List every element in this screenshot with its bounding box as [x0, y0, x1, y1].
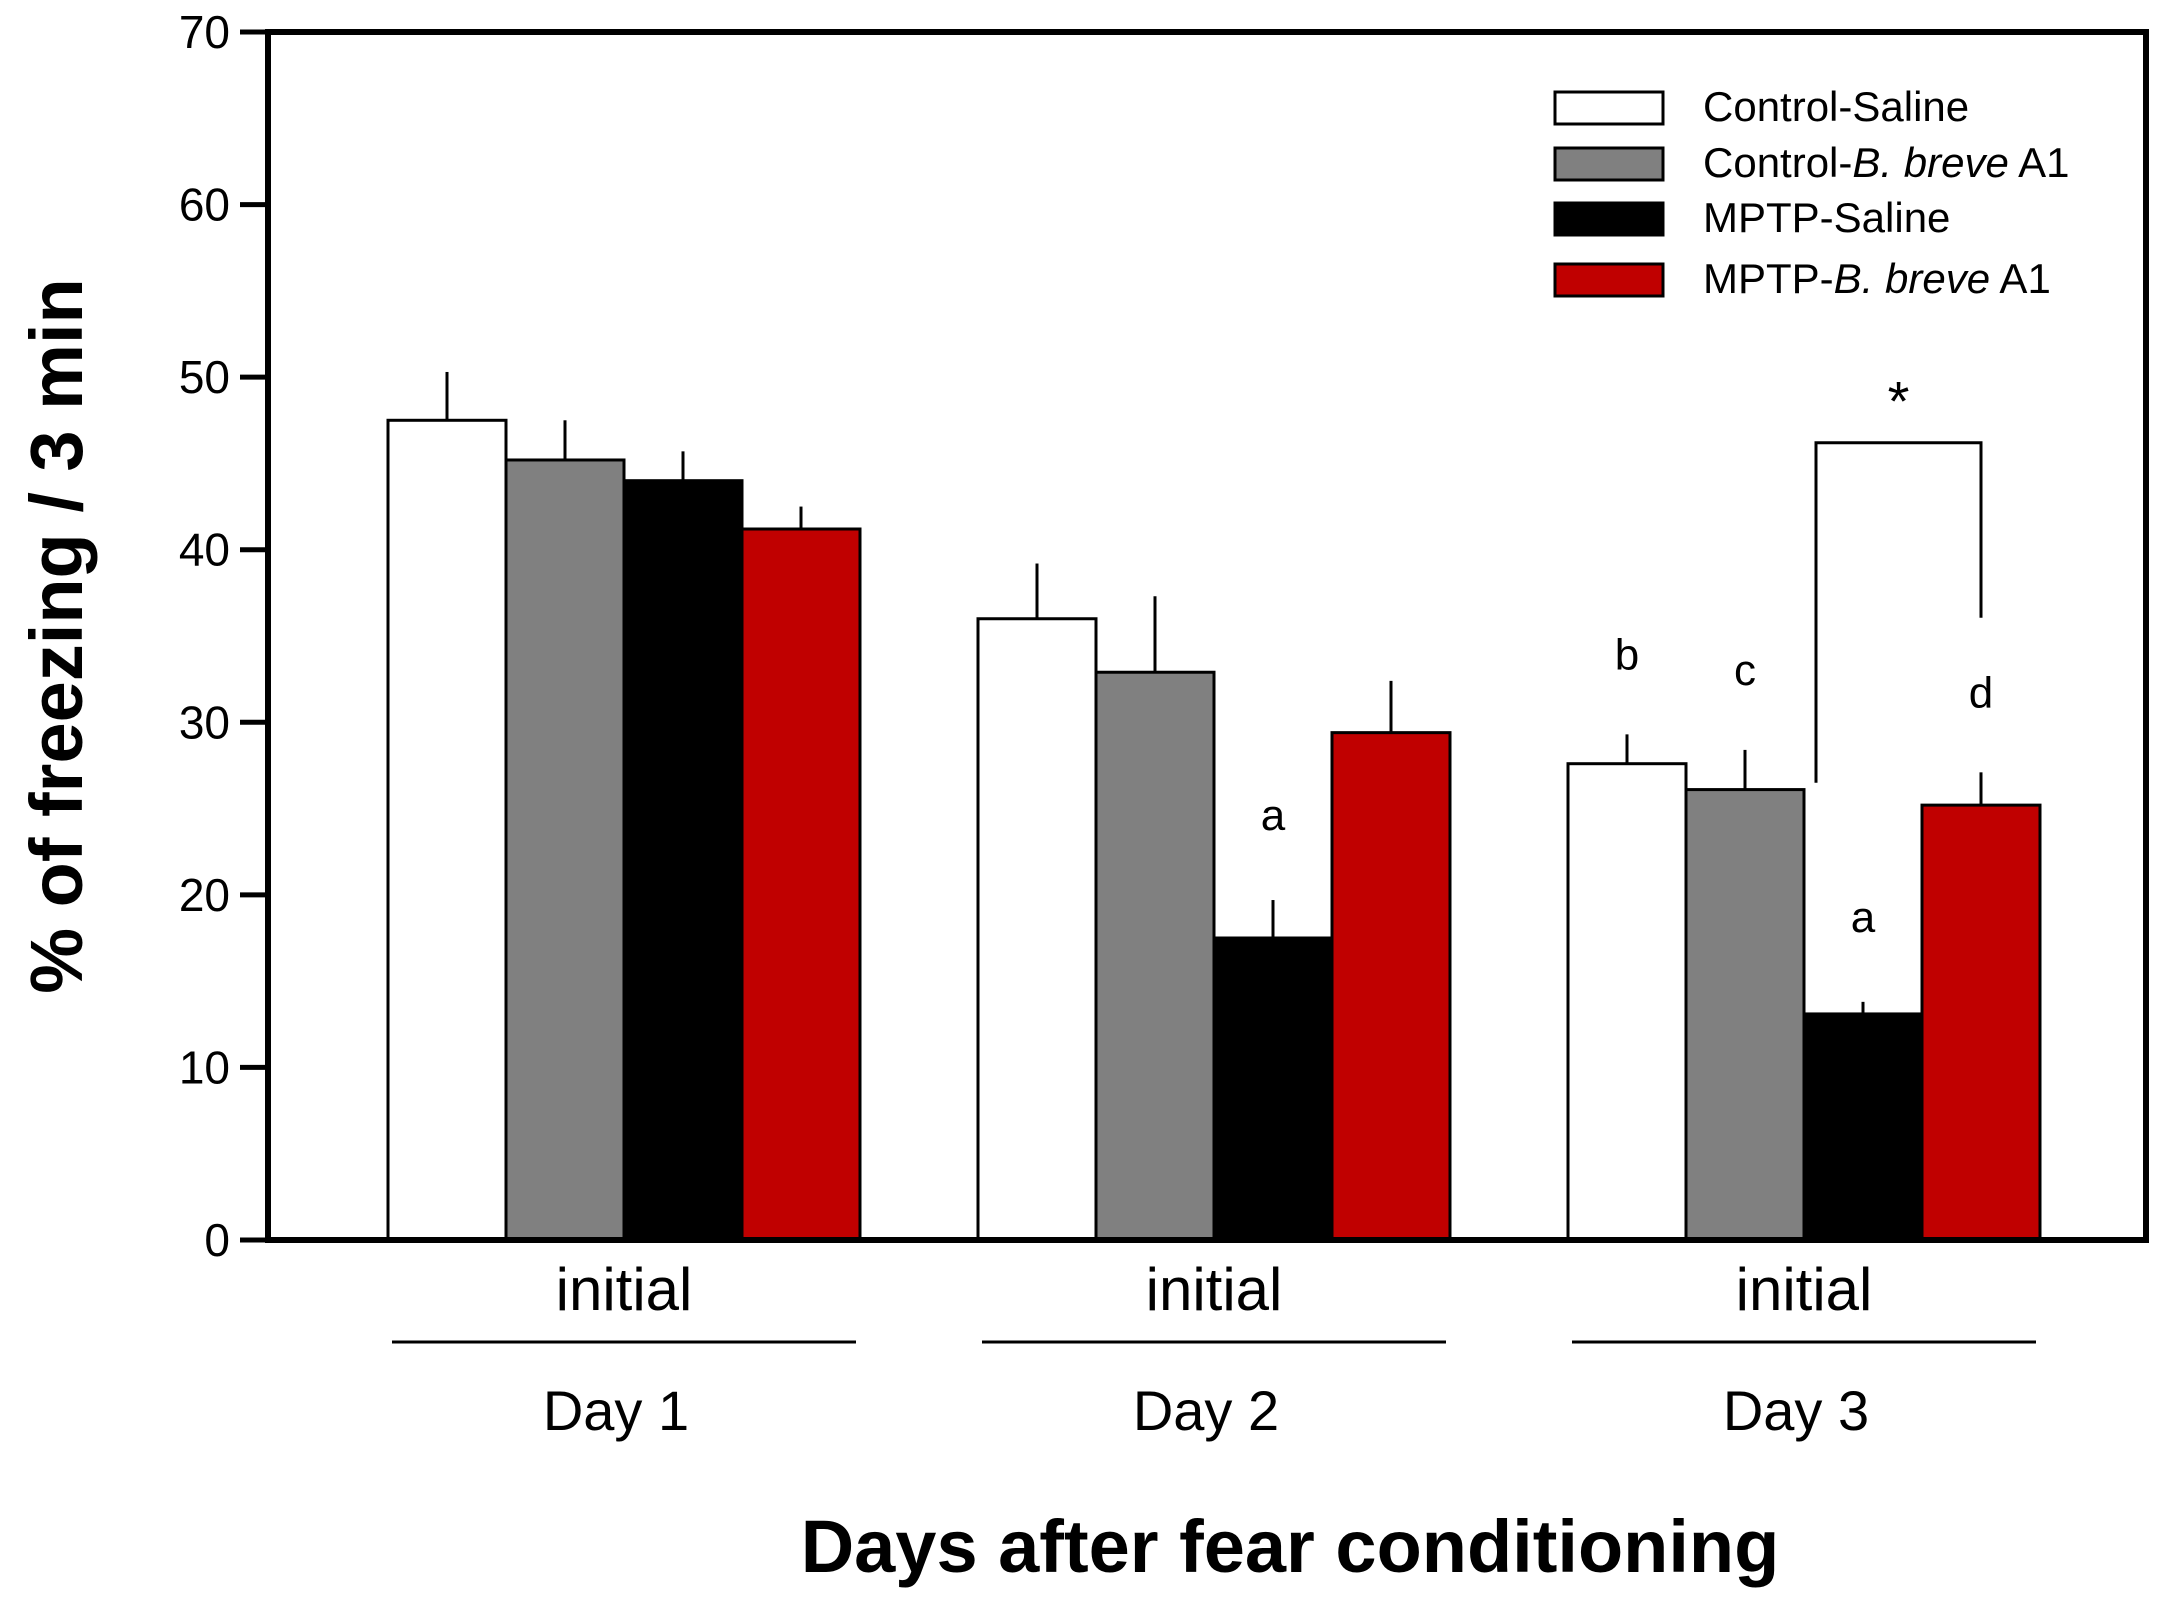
- significance-letter: a: [1851, 893, 1876, 942]
- bar: [1094, 670, 1216, 1242]
- legend-label-part: A1: [1990, 255, 2051, 302]
- y-axis: 0 10 20 30 40 50 60 70: [179, 6, 268, 1266]
- legend-label: MPTP-Saline: [1703, 194, 1950, 241]
- legend-label-part: MPTP-: [1703, 255, 1834, 302]
- plot-frame-group: [265, 29, 2149, 1243]
- bar: [1212, 936, 1334, 1242]
- x-sublabel: initial: [556, 1256, 693, 1323]
- bar: [1684, 788, 1806, 1242]
- significance-letter: d: [1969, 668, 1993, 717]
- significance-bracket: [1814, 441, 1983, 783]
- y-tick-label: 0: [204, 1214, 230, 1266]
- y-tick-label: 60: [179, 179, 230, 231]
- x-group-label: Day 1: [543, 1379, 689, 1442]
- bar: [622, 479, 744, 1242]
- bar: [1920, 803, 2042, 1242]
- legend-swatch: [1553, 201, 1665, 237]
- bar: [1566, 762, 1688, 1242]
- legend-label-part: B. breve: [1852, 139, 2008, 186]
- x-sublabel: initial: [1736, 1256, 1873, 1323]
- legend-label-part: B. breve: [1834, 255, 1990, 302]
- x-sublabel: initial: [1146, 1256, 1283, 1323]
- significance-letter: a: [1261, 791, 1286, 840]
- x-axis: initial Day 1 initial Day 2 initial Day 3 Days…: [392, 1256, 2036, 1588]
- plot-frame: [265, 29, 2149, 1243]
- annotations: a b c a d *: [1261, 370, 1993, 942]
- significance-letter: b: [1615, 630, 1639, 679]
- legend-label-part: Control-Saline: [1703, 83, 1969, 130]
- legend-label: MPTP-B. breve A1: [1703, 255, 2051, 302]
- legend-label: Control-Saline: [1703, 83, 1969, 130]
- x-group-label: Day 2: [1133, 1379, 1279, 1442]
- legend-label-part: Control-: [1703, 139, 1852, 186]
- y-tick-label: 40: [179, 524, 230, 576]
- bar: [1330, 731, 1452, 1242]
- significance-letter: c: [1734, 646, 1756, 695]
- legend-swatch: [1553, 90, 1665, 126]
- legend-label-part: A1: [2009, 139, 2070, 186]
- y-tick-label: 30: [179, 696, 230, 748]
- significance-star: *: [1888, 370, 1910, 433]
- y-tick-label: 10: [179, 1041, 230, 1093]
- bar: [386, 418, 508, 1242]
- y-axis-title: % of freezing / 3 min: [15, 278, 98, 993]
- bar: [1802, 1012, 1924, 1242]
- x-axis-title: Days after fear conditioning: [801, 1505, 1780, 1588]
- bars: [386, 371, 2042, 1242]
- x-group-label: Day 3: [1723, 1379, 1869, 1442]
- y-axis-title-group: % of freezing / 3 min: [15, 278, 98, 993]
- y-tick-label: 70: [179, 6, 230, 58]
- legend-label-part: MPTP-Saline: [1703, 194, 1950, 241]
- legend-label: Control-B. breve A1: [1703, 139, 2070, 186]
- y-tick-label: 20: [179, 869, 230, 921]
- bar: [976, 617, 1098, 1242]
- y-tick-label: 50: [179, 351, 230, 403]
- bar: [504, 458, 626, 1242]
- legend-swatch: [1553, 262, 1665, 298]
- legend-swatch: [1553, 146, 1665, 182]
- bar: [740, 527, 862, 1242]
